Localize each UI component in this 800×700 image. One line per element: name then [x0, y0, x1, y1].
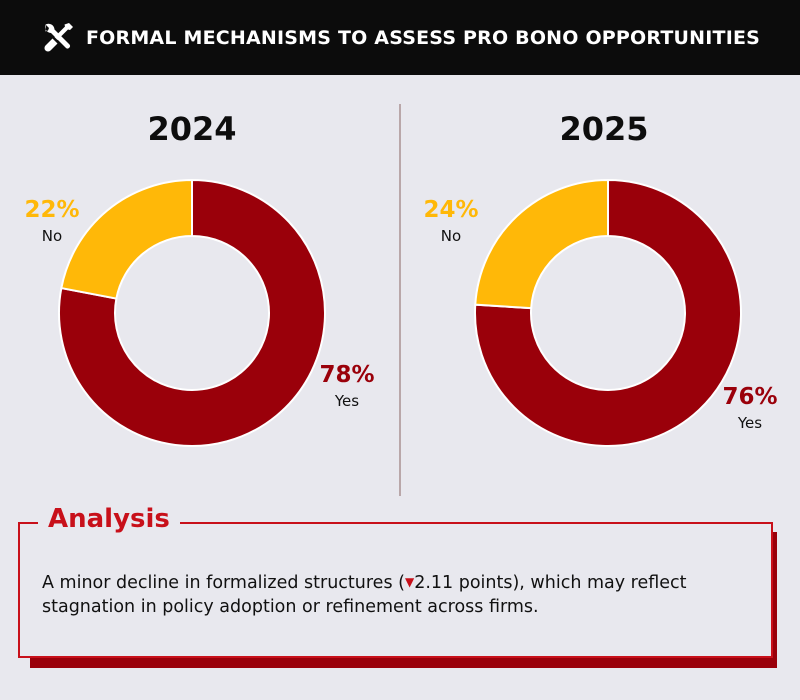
column-divider [399, 104, 401, 496]
analysis-text-before: A minor decline in formalized structures… [42, 573, 405, 593]
analysis-title: Analysis [38, 504, 180, 534]
donut-slice-no-2024 [60, 178, 193, 300]
donut-svg-2025 [474, 178, 742, 447]
slice-yes-percent-2024: 78% [319, 362, 375, 388]
slice-yes-percent-2025: 76% [722, 384, 778, 410]
donut-chart-2025 [473, 178, 743, 448]
chart-title-2025: 2025 [559, 110, 649, 148]
slice-yes-label-2024: Yes [334, 392, 360, 410]
donut-svg-2024 [58, 178, 326, 447]
slice-yes-label-2025: Yes [737, 414, 763, 432]
analysis-text: A minor decline in formalized structures… [42, 570, 757, 619]
down-triangle-icon: ▼ [404, 575, 415, 589]
chart-title-2024: 2024 [147, 110, 237, 148]
page-header: FORMAL MECHANISMS TO ASSESS PRO BONO OPP… [0, 0, 800, 75]
page-title: FORMAL MECHANISMS TO ASSESS PRO BONO OPP… [85, 26, 761, 49]
donut-slice-yes-2024 [58, 178, 326, 447]
slice-no-label-2025: No [440, 227, 462, 245]
analysis-text-after: 2.11 points), which may reflect stagnati… [42, 573, 687, 617]
analysis-box [18, 522, 773, 658]
donut-slice-yes-2025 [474, 178, 742, 447]
donut-slice-no-2025 [474, 178, 609, 310]
donut-chart-2024 [57, 178, 327, 448]
slice-no-percent-2024: 22% [24, 197, 80, 223]
slice-no-label-2024: No [41, 227, 63, 245]
slice-no-percent-2025: 24% [423, 197, 479, 223]
tools-icon [44, 22, 73, 52]
